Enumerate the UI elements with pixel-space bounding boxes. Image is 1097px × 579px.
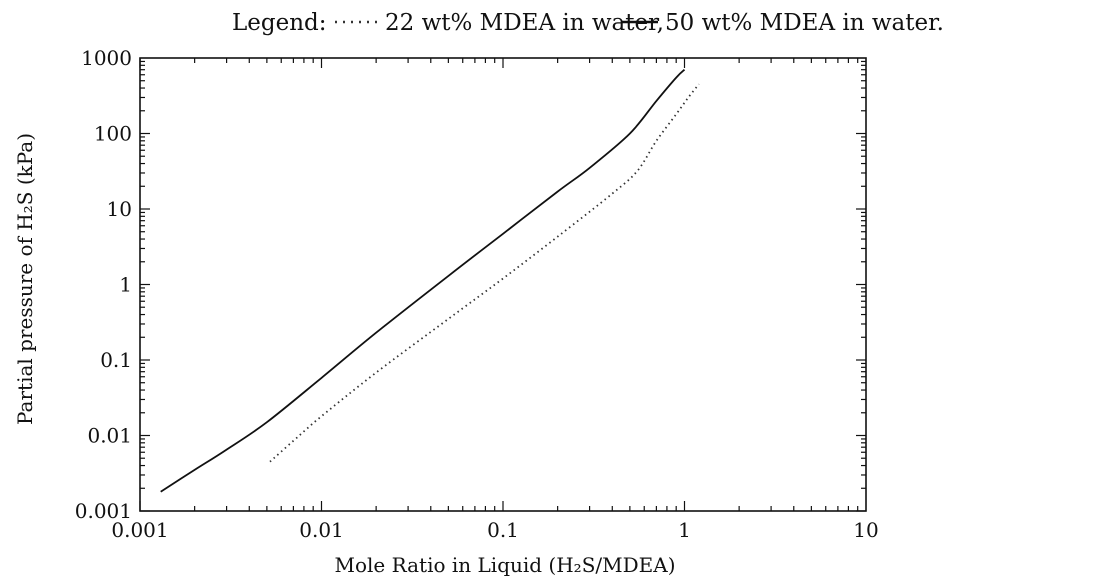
x-tick-label: 10 [853,518,878,542]
x-tick-label: 0.01 [299,518,344,542]
y-axis-label: Partial pressure of H₂S (kPa) [13,133,37,425]
y-tick-label: 0.001 [75,499,132,523]
series-1-line [269,83,700,463]
plot-area: 0.001 0.01 0.1 1 10 0.001 0.01 0.1 1 10 100 1000 [75,46,879,542]
series-2-line [160,69,686,493]
plot-frame [139,57,867,512]
x-tick-label: 0.001 [111,518,168,542]
y-tick-label: 1000 [81,46,132,70]
y-tick-label: 0.01 [87,424,132,448]
legend: Legend: 22 wt% MDEA in water, 50 wt% MDE… [232,10,944,36]
x-tick-label: 1 [678,518,691,542]
legend-label-series-2: 50 wt% MDEA in water. [665,10,944,36]
legend-label-series-1: 22 wt% MDEA in water, [385,10,664,36]
y-tick-label: 100 [94,122,132,146]
x-tick-label: 0.1 [487,518,519,542]
y-tick-label: 10 [107,197,132,221]
x-axis-label: Mole Ratio in Liquid (H₂S/MDEA) [335,553,676,577]
y-tick-label: 1 [119,273,132,297]
y-tick-label: 0.1 [100,348,132,372]
legend-prefix: Legend: [232,10,327,36]
